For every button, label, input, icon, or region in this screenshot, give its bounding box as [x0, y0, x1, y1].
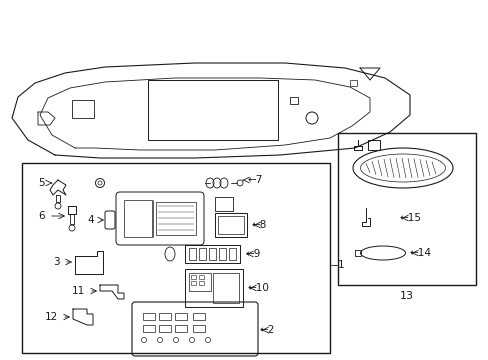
Text: ←10: ←10	[247, 283, 269, 293]
Text: 12: 12	[45, 312, 58, 322]
Bar	[289, 97, 297, 104]
Bar	[349, 80, 356, 86]
Bar	[193, 313, 204, 320]
Bar	[208, 248, 216, 260]
Bar	[148, 80, 278, 140]
Text: 4: 4	[87, 215, 94, 225]
Bar	[219, 248, 225, 260]
Bar	[199, 281, 203, 285]
Bar	[175, 313, 186, 320]
Bar	[191, 275, 196, 279]
Text: 11: 11	[72, 286, 85, 296]
Bar	[159, 325, 171, 332]
Bar	[191, 281, 196, 285]
Bar	[72, 100, 94, 118]
Bar	[228, 248, 236, 260]
Bar	[124, 200, 152, 237]
Bar	[215, 213, 246, 237]
Bar	[159, 313, 171, 320]
Text: 1: 1	[337, 260, 344, 270]
Bar	[215, 197, 232, 211]
Bar	[184, 269, 243, 307]
Bar	[142, 325, 155, 332]
Text: 13: 13	[399, 291, 413, 301]
Bar	[193, 325, 204, 332]
Bar	[199, 275, 203, 279]
Text: 6: 6	[38, 211, 45, 221]
Bar	[367, 140, 379, 150]
Text: 3: 3	[53, 257, 60, 267]
Bar	[213, 273, 239, 303]
Text: ←9: ←9	[244, 249, 260, 259]
Text: ←2: ←2	[260, 325, 275, 335]
Text: ←15: ←15	[399, 213, 421, 223]
Bar	[199, 248, 205, 260]
Bar	[184, 245, 240, 263]
Bar	[142, 313, 155, 320]
Bar	[218, 216, 244, 234]
Text: ←7: ←7	[247, 175, 263, 185]
Bar	[22, 163, 329, 353]
Text: ←8: ←8	[251, 220, 267, 230]
Bar	[337, 133, 475, 285]
Bar	[189, 248, 196, 260]
Bar	[156, 202, 196, 235]
Bar	[189, 273, 210, 291]
Text: ←14: ←14	[409, 248, 431, 258]
Bar	[175, 325, 186, 332]
Text: 5: 5	[38, 178, 45, 188]
